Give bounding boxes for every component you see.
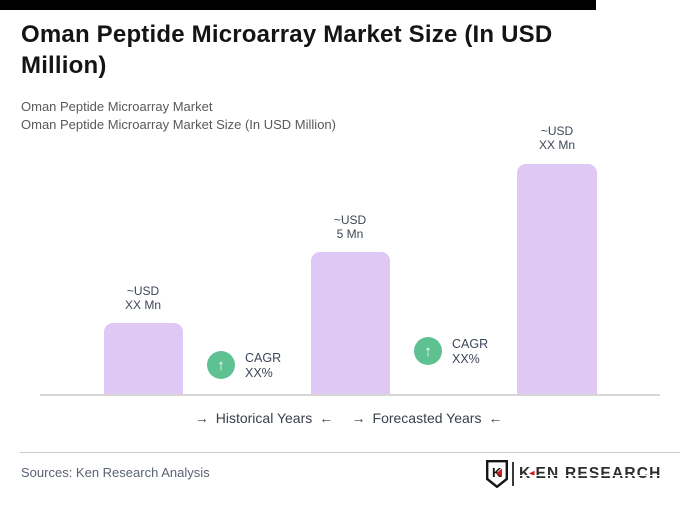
wordmark-rest: EN RESEARCH [535,465,662,482]
bar-value-label-1-line2: XX Mn [124,298,161,312]
cagr-up-arrow-icon-2: ↑ [414,337,442,365]
up-arrow-glyph-2: ↑ [424,342,432,360]
footer-divider [20,452,680,453]
page-title: Oman Peptide Microarray Market Size (In … [21,21,553,79]
bar-value-label-3-line2: XX Mn [538,138,575,152]
chart-baseline [40,394,660,396]
wordmark-red-triangle-icon: ◄ [527,468,538,478]
ken-research-wordmark: K◄EN RESEARCH [519,465,662,483]
axis-group-historical-label: Historical Years [215,410,313,426]
cagr-label-1: CAGR XX% [245,351,281,380]
bar-value-label-1-line1: ~USD [126,284,160,298]
subtitle-line-1: Oman Peptide Microarray Market [21,99,213,114]
axis-group-forecasted: → Forecasted Years ← [317,410,537,426]
subtitle-line-2: Oman Peptide Microarray Market Size (In … [21,117,336,132]
cagr-up-arrow-icon-1: ↑ [207,351,235,379]
ken-research-logo: K K◄EN RESEARCH [486,459,662,489]
left-arrow-icon: ← [319,410,334,426]
bar-value-label-2-line1: ~USD [333,213,367,227]
svg-text:K: K [492,465,502,480]
bar-value-label-1: ~USD XX Mn [93,284,193,312]
bar-historical-start [104,323,183,394]
right-arrow-icon: → [351,410,366,426]
bar-value-label-3-line1: ~USD [540,124,574,138]
bar-forecast-end [517,164,597,394]
top-black-bar [0,0,596,10]
cagr-label-2-line1: CAGR [452,337,489,351]
cagr-label-2: CAGR XX% [452,337,488,366]
bar-value-label-2: ~USD 5 Mn [300,213,400,241]
axis-group-historical: → Historical Years ← [154,410,374,426]
sources-text: Sources: Ken Research Analysis [21,465,210,480]
cagr-label-1-line2: XX% [245,365,273,380]
cagr-label-2-line2: XX% [452,351,480,366]
right-arrow-icon: → [194,410,209,426]
left-arrow-icon: ← [488,410,503,426]
logo-separator [512,462,514,486]
up-arrow-glyph-1: ↑ [217,356,225,374]
cagr-label-1-line1: CAGR [245,351,282,365]
bar-historical-end [311,252,390,394]
axis-group-forecasted-label: Forecasted Years [372,410,482,426]
ken-research-emblem-icon: K [486,460,508,488]
bar-value-label-2-line2: 5 Mn [336,227,364,241]
bar-value-label-3: ~USD XX Mn [507,124,607,152]
wordmark-k: K [519,465,532,482]
